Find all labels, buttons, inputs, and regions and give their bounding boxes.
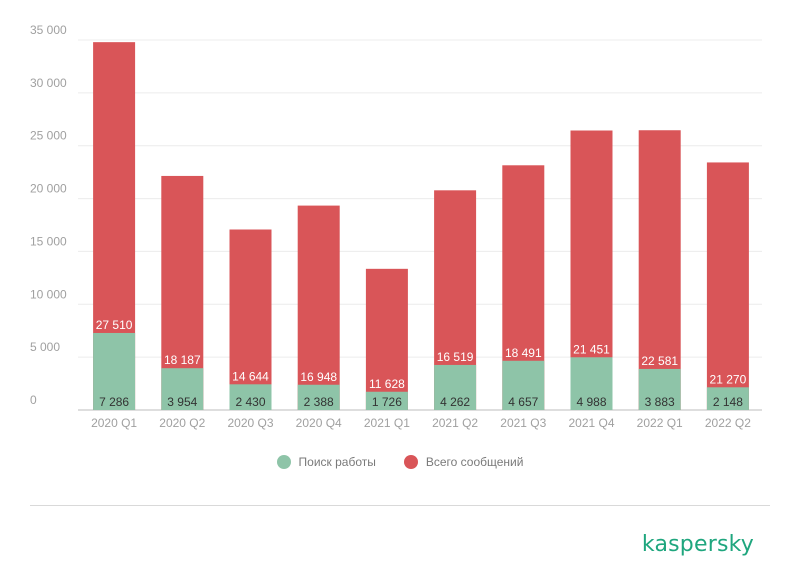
x-tick-label: 2021 Q1 xyxy=(364,416,410,430)
x-tick-label: 2020 Q1 xyxy=(91,416,137,430)
x-tick-label: 2022 Q1 xyxy=(637,416,683,430)
data-label-job-search: 1 726 xyxy=(372,395,402,409)
bar-job-search xyxy=(365,391,408,410)
bar-total-messages xyxy=(706,162,749,410)
legend-label-total-messages: Всего сообщений xyxy=(425,455,524,469)
y-tick-label: 5 000 xyxy=(30,340,60,354)
data-label-total-messages: 21 270 xyxy=(710,372,747,386)
data-label-job-search: 3 883 xyxy=(645,395,675,409)
data-label-total-messages: 11 628 xyxy=(369,377,405,391)
data-label-job-search: 4 262 xyxy=(440,395,470,409)
data-label-job-search: 4 988 xyxy=(576,395,606,409)
bar-total-messages xyxy=(638,130,681,410)
data-label-job-search: 4 657 xyxy=(508,395,538,409)
y-tick-label: 0 xyxy=(30,393,37,407)
data-label-total-messages: 21 451 xyxy=(573,342,610,356)
data-label-total-messages: 16 519 xyxy=(437,350,474,364)
y-tick-label: 25 000 xyxy=(30,129,67,143)
y-tick-label: 30 000 xyxy=(30,76,67,90)
legend-label-job-search: Поиск работы xyxy=(298,455,376,469)
y-tick-label: 20 000 xyxy=(30,182,67,196)
x-tick-label: 2020 Q3 xyxy=(227,416,273,430)
bar-total-messages xyxy=(229,229,272,410)
bar-total-messages xyxy=(297,205,340,410)
bar-job-search xyxy=(502,360,545,410)
data-label-total-messages: 16 948 xyxy=(300,370,337,384)
bar-job-search xyxy=(161,368,204,410)
data-label-total-messages: 14 644 xyxy=(232,369,269,383)
x-tick-label: 2020 Q4 xyxy=(296,416,342,430)
bar-total-messages xyxy=(365,268,408,410)
bar-job-search xyxy=(570,357,613,410)
x-tick-label: 2021 Q2 xyxy=(432,416,478,430)
bar-chart: 0 5 000 10 000 15 000 20 000 25 000 30 000 35 0… xyxy=(30,23,762,430)
bar-job-search xyxy=(93,332,136,410)
x-tick-label: 2021 Q3 xyxy=(500,416,546,430)
x-tick-label: 2020 Q2 xyxy=(159,416,205,430)
legend-item-job-search: Поиск работы xyxy=(276,455,376,469)
legend-item-total-messages: Всего сообщений xyxy=(403,455,524,469)
bar-job-search xyxy=(638,368,681,410)
data-label-total-messages: 22 581 xyxy=(641,354,678,368)
kaspersky-logo: kaspersky xyxy=(641,532,754,557)
bar-job-search xyxy=(434,364,477,410)
legend-swatch-job-search xyxy=(276,455,291,469)
data-label-job-search: 3 954 xyxy=(167,395,197,409)
chart-legend: Поиск работы Всего сообщений xyxy=(0,455,800,469)
bar-job-search xyxy=(297,384,340,410)
data-label-total-messages: 27 510 xyxy=(96,318,133,332)
bar-job-search xyxy=(229,384,272,410)
y-tick-label: 15 000 xyxy=(30,234,67,248)
data-label-total-messages: 18 491 xyxy=(505,346,542,360)
data-label-job-search: 2 148 xyxy=(713,395,743,409)
x-tick-label: 2021 Q4 xyxy=(568,416,614,430)
data-label-job-search: 2 388 xyxy=(304,395,334,409)
data-label-job-search: 7 286 xyxy=(99,395,129,409)
bar-job-search xyxy=(706,387,749,410)
y-tick-label: 35 000 xyxy=(30,23,67,37)
data-label-total-messages: 18 187 xyxy=(164,353,201,367)
y-tick-label: 10 000 xyxy=(30,287,67,301)
x-tick-label: 2022 Q2 xyxy=(705,416,751,430)
data-label-job-search: 2 430 xyxy=(235,395,265,409)
legend-swatch-total-messages xyxy=(403,455,418,469)
footer-divider xyxy=(30,505,770,506)
